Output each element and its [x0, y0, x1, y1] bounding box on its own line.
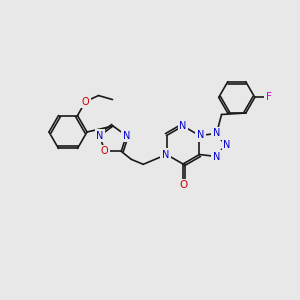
Text: N: N	[96, 131, 103, 141]
Text: N: N	[123, 131, 130, 141]
Text: N: N	[179, 121, 187, 131]
Text: N: N	[197, 130, 204, 140]
Text: N: N	[213, 152, 220, 161]
Text: O: O	[82, 97, 89, 106]
Text: O: O	[101, 146, 109, 156]
Text: N: N	[162, 149, 169, 160]
Text: N: N	[213, 128, 220, 139]
Text: O: O	[179, 180, 187, 190]
Text: F: F	[266, 92, 272, 102]
Text: N: N	[224, 140, 231, 150]
